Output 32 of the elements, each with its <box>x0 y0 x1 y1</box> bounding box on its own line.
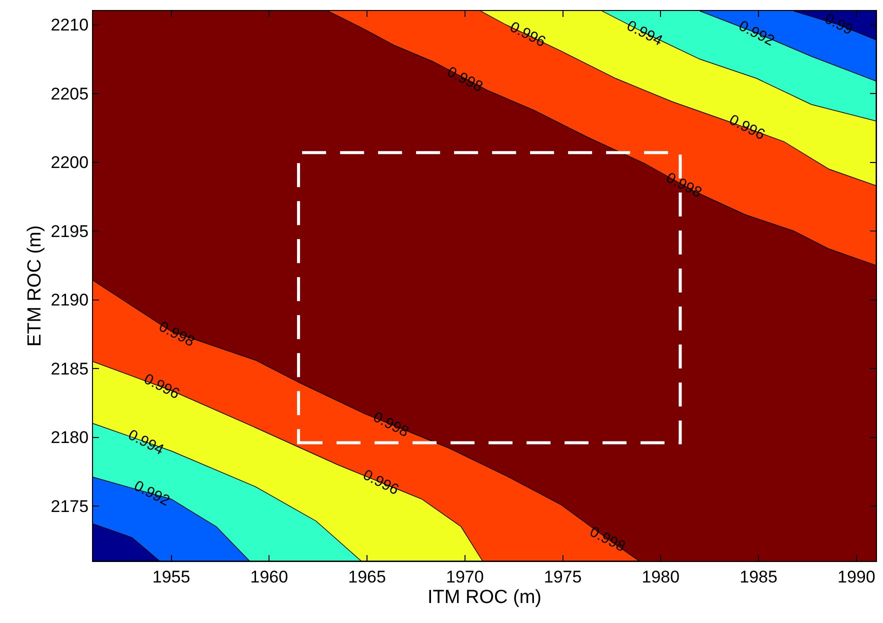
annotation: 0.996 <box>726 111 768 144</box>
x-tick-label: 1970 <box>446 567 484 586</box>
annotation: 0.99 <box>822 10 856 39</box>
annotation: 0.996 <box>507 18 548 51</box>
y-tick-label: 2185 <box>50 359 89 378</box>
y-tick-label: 2200 <box>50 153 89 172</box>
x-tick-label: 1965 <box>348 567 386 586</box>
x-tick-label: 1985 <box>740 567 778 586</box>
annotation: 0.998 <box>586 523 628 556</box>
annotation: 0.992 <box>736 17 778 50</box>
y-tick-label: 2190 <box>50 290 89 310</box>
x-tick-label: 1955 <box>152 567 190 586</box>
y-tick-label: 2180 <box>50 428 89 448</box>
x-axis-title: ITM ROC (m) <box>428 587 542 608</box>
annotation: 0.996 <box>360 466 402 499</box>
y-tick-label: 2205 <box>50 84 89 104</box>
x-tick-label: 1960 <box>250 567 288 586</box>
annotation: 0.998 <box>444 63 486 96</box>
x-tick-label: 1975 <box>544 567 582 586</box>
annotation: 0.994 <box>624 17 666 50</box>
y-tick-label: 2175 <box>50 496 89 516</box>
x-tick-label: 1980 <box>642 567 680 586</box>
x-tick-label: 1990 <box>838 567 876 586</box>
y-axis-title: ETM ROC (m) <box>24 225 46 347</box>
annotation: 0.994 <box>125 426 166 459</box>
y-tick-label: 2210 <box>50 16 89 35</box>
annotation: 0.998 <box>156 318 198 350</box>
annotation: 0.992 <box>131 477 172 510</box>
y-tick-label: 2195 <box>50 222 89 241</box>
annotation: 0.996 <box>141 370 182 403</box>
annotation: 0.998 <box>370 408 412 441</box>
annotation: 0.998 <box>663 169 704 202</box>
